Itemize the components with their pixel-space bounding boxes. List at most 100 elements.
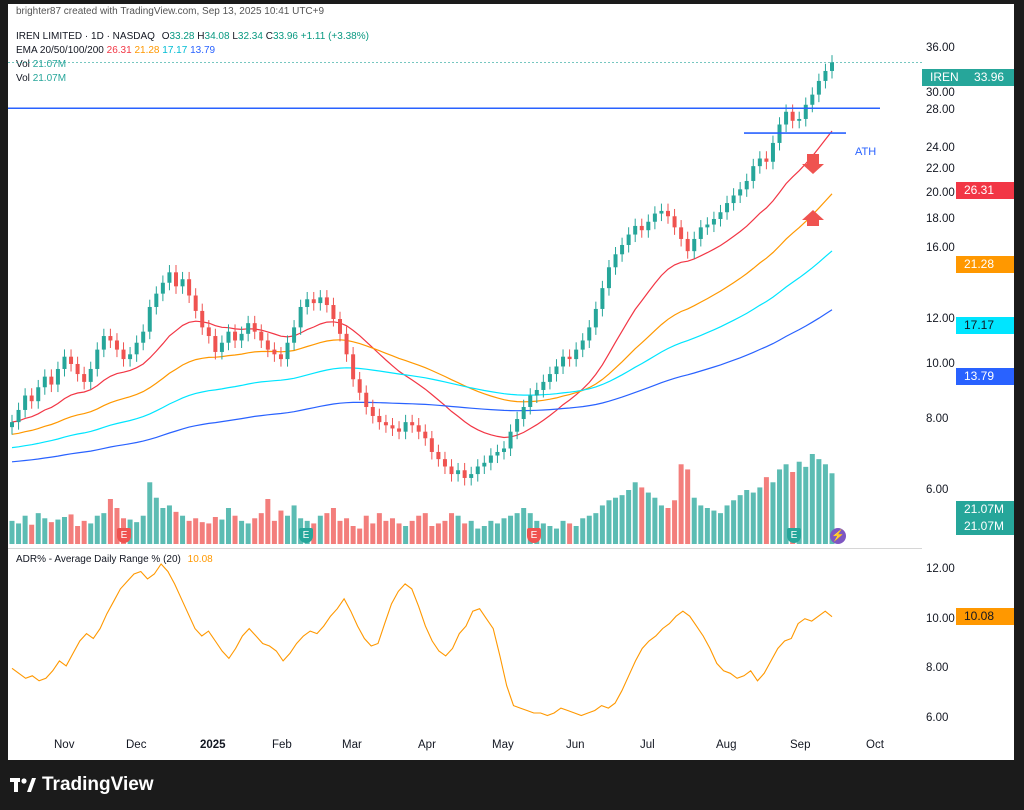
adr-line: [11, 563, 833, 717]
volume-bar: [330, 508, 336, 544]
candle-body: [606, 267, 611, 289]
volume-bar: [147, 482, 153, 544]
candle-body: [488, 455, 493, 463]
lightning-icon[interactable]: ⚡: [830, 528, 846, 544]
candle-body: [659, 210, 664, 214]
volume-bar: [232, 515, 238, 544]
candle-body: [725, 203, 730, 213]
candle-body: [397, 428, 402, 432]
volume-bar: [750, 492, 756, 544]
volume-bar: [547, 526, 553, 544]
candle-body: [718, 212, 723, 219]
chart-area[interactable]: brighter87 created with TradingView.com,…: [8, 4, 1014, 760]
candle-body: [672, 216, 677, 228]
candle-body: [193, 295, 198, 311]
candle-body: [62, 356, 67, 369]
ohlc-high: 34.08: [204, 31, 230, 42]
tradingview-logo[interactable]: TradingView: [10, 774, 154, 796]
earnings-marker[interactable]: E: [299, 528, 313, 543]
time-tick-label: Sep: [790, 739, 811, 751]
earnings-marker[interactable]: E: [527, 528, 541, 543]
volume-bar: [166, 505, 172, 544]
volume-bar: [770, 482, 776, 544]
volume-bar: [691, 497, 697, 544]
candle-body: [246, 323, 251, 334]
candle-body: [462, 470, 467, 478]
vol-value: 21.07M: [32, 59, 67, 70]
volume-bar: [737, 495, 743, 544]
candle-body: [134, 342, 139, 355]
time-tick-label: Jul: [640, 739, 655, 751]
vol-value-2: 21.07M: [32, 73, 67, 84]
volume-bar: [672, 500, 678, 544]
candle-body: [784, 111, 789, 125]
volume-bar: [61, 517, 67, 544]
candle-body: [233, 331, 238, 341]
ema100-line: [11, 250, 833, 449]
vol-label-2: Vol: [16, 73, 30, 84]
volume-bar: [68, 514, 74, 544]
volume-bar: [383, 520, 389, 544]
adr-value: 10.08: [187, 554, 213, 565]
volume-bar: [593, 513, 599, 544]
candle-body: [154, 293, 159, 307]
candle-body: [816, 80, 821, 95]
candle-body: [600, 288, 605, 309]
time-tick-label: May: [492, 739, 514, 751]
volume-bar: [521, 508, 527, 544]
volume-bar: [494, 523, 500, 544]
candle-body: [331, 305, 336, 320]
candle-body: [429, 438, 434, 452]
pane-separator[interactable]: [8, 548, 922, 549]
candle-body: [620, 244, 625, 255]
candle-body: [508, 431, 513, 449]
brand-text: TradingView: [42, 774, 154, 795]
candle-body: [810, 94, 815, 105]
volume-bar: [363, 515, 369, 544]
candle-body: [383, 422, 388, 426]
candle-body: [259, 331, 264, 341]
candle-body: [830, 62, 834, 71]
volume-bar: [514, 513, 520, 544]
candle-body: [114, 340, 119, 350]
candle-body: [790, 111, 795, 121]
volume-bar: [704, 508, 710, 544]
price-chart[interactable]: [8, 4, 922, 760]
candle-body: [770, 142, 775, 162]
volume-bar: [803, 466, 809, 544]
volume-bar: [94, 515, 100, 544]
volume-bar: [396, 523, 402, 544]
price-tick-label: 18.00: [926, 212, 955, 225]
volume-bar: [357, 528, 363, 544]
volume-bar: [212, 517, 218, 544]
earnings-marker[interactable]: E: [117, 528, 131, 543]
candle-body: [167, 272, 172, 283]
ohlc-low-label: L: [232, 31, 238, 42]
candle-body: [344, 333, 349, 355]
volume-bar: [42, 518, 48, 544]
volume-bar: [744, 490, 750, 544]
time-tick-label: Oct: [866, 739, 884, 751]
candle-body: [652, 213, 657, 222]
volume-bar: [75, 526, 81, 544]
candle-body: [593, 308, 598, 328]
price-tick-label: 12.00: [926, 313, 955, 325]
volume-bar: [613, 497, 619, 544]
volume-bar: [180, 515, 186, 544]
vol-label: Vol: [16, 59, 30, 70]
volume-bar: [29, 524, 35, 544]
ema100-badge: 17.17: [956, 317, 1014, 334]
candle-body: [410, 422, 415, 426]
adr-tick-label: 10.00: [926, 612, 955, 625]
candle-body: [213, 336, 218, 352]
volume-bar: [285, 515, 291, 544]
earnings-marker[interactable]: E: [787, 528, 801, 543]
footer: TradingView: [0, 760, 1024, 810]
candle-body: [121, 349, 126, 360]
candle-body: [449, 466, 454, 475]
volume-bar: [435, 523, 441, 544]
candle-body: [338, 319, 342, 334]
volume-bar: [553, 528, 559, 544]
volume-bar: [816, 459, 822, 544]
